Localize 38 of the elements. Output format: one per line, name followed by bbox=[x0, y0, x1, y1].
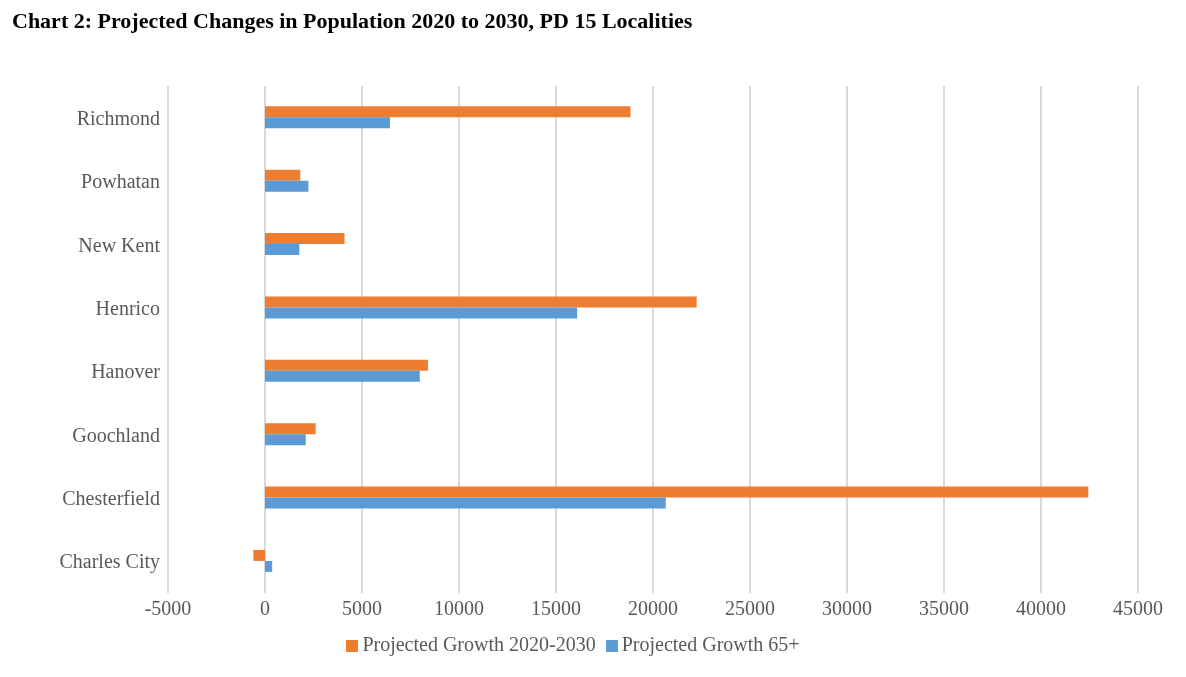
bar bbox=[265, 180, 309, 192]
bar bbox=[265, 117, 390, 129]
x-tick-label: 0 bbox=[260, 597, 270, 620]
bar bbox=[265, 233, 345, 245]
legend-label: Projected Growth 2020-2030 bbox=[362, 633, 596, 655]
y-tick-label: Charles City bbox=[59, 550, 160, 574]
x-tick-label: 5000 bbox=[342, 597, 382, 620]
x-tick-label: 40000 bbox=[1016, 597, 1066, 620]
bar bbox=[265, 434, 306, 446]
bar bbox=[265, 296, 697, 308]
chart-title: Chart 2: Projected Changes in Population 2020 to 2030, PD 15 Localities bbox=[11, 8, 694, 35]
y-tick-label: Henrico bbox=[95, 296, 160, 319]
bar bbox=[265, 560, 273, 572]
y-tick-label: Hanover bbox=[91, 360, 161, 383]
y-tick-label: Richmond bbox=[76, 106, 160, 129]
x-tick-label: 35000 bbox=[919, 597, 969, 620]
bar bbox=[265, 359, 428, 371]
x-tick-label: 15000 bbox=[531, 597, 581, 620]
y-tick-label: New Kent bbox=[78, 233, 161, 256]
bar bbox=[265, 423, 316, 435]
y-tick-label: Chesterfield bbox=[62, 487, 160, 510]
x-tick-label: -5000 bbox=[144, 597, 192, 620]
bar bbox=[265, 106, 631, 118]
legend-label: Projected Growth 65+ bbox=[621, 633, 800, 655]
x-tick-label: 25000 bbox=[725, 597, 775, 620]
x-tick-label: 45000 bbox=[1113, 597, 1163, 620]
bar bbox=[265, 169, 301, 181]
bar bbox=[265, 307, 578, 319]
y-tick-label: Powhatan bbox=[81, 170, 160, 193]
bar bbox=[265, 370, 420, 382]
x-tick-label: 30000 bbox=[822, 597, 872, 620]
bar bbox=[265, 486, 1089, 498]
bar bbox=[253, 549, 265, 561]
bar bbox=[265, 244, 300, 256]
y-tick-label: Goochland bbox=[72, 423, 160, 446]
bar bbox=[265, 497, 666, 509]
x-tick-label: 20000 bbox=[628, 597, 678, 620]
x-tick-label: 10000 bbox=[434, 597, 484, 620]
